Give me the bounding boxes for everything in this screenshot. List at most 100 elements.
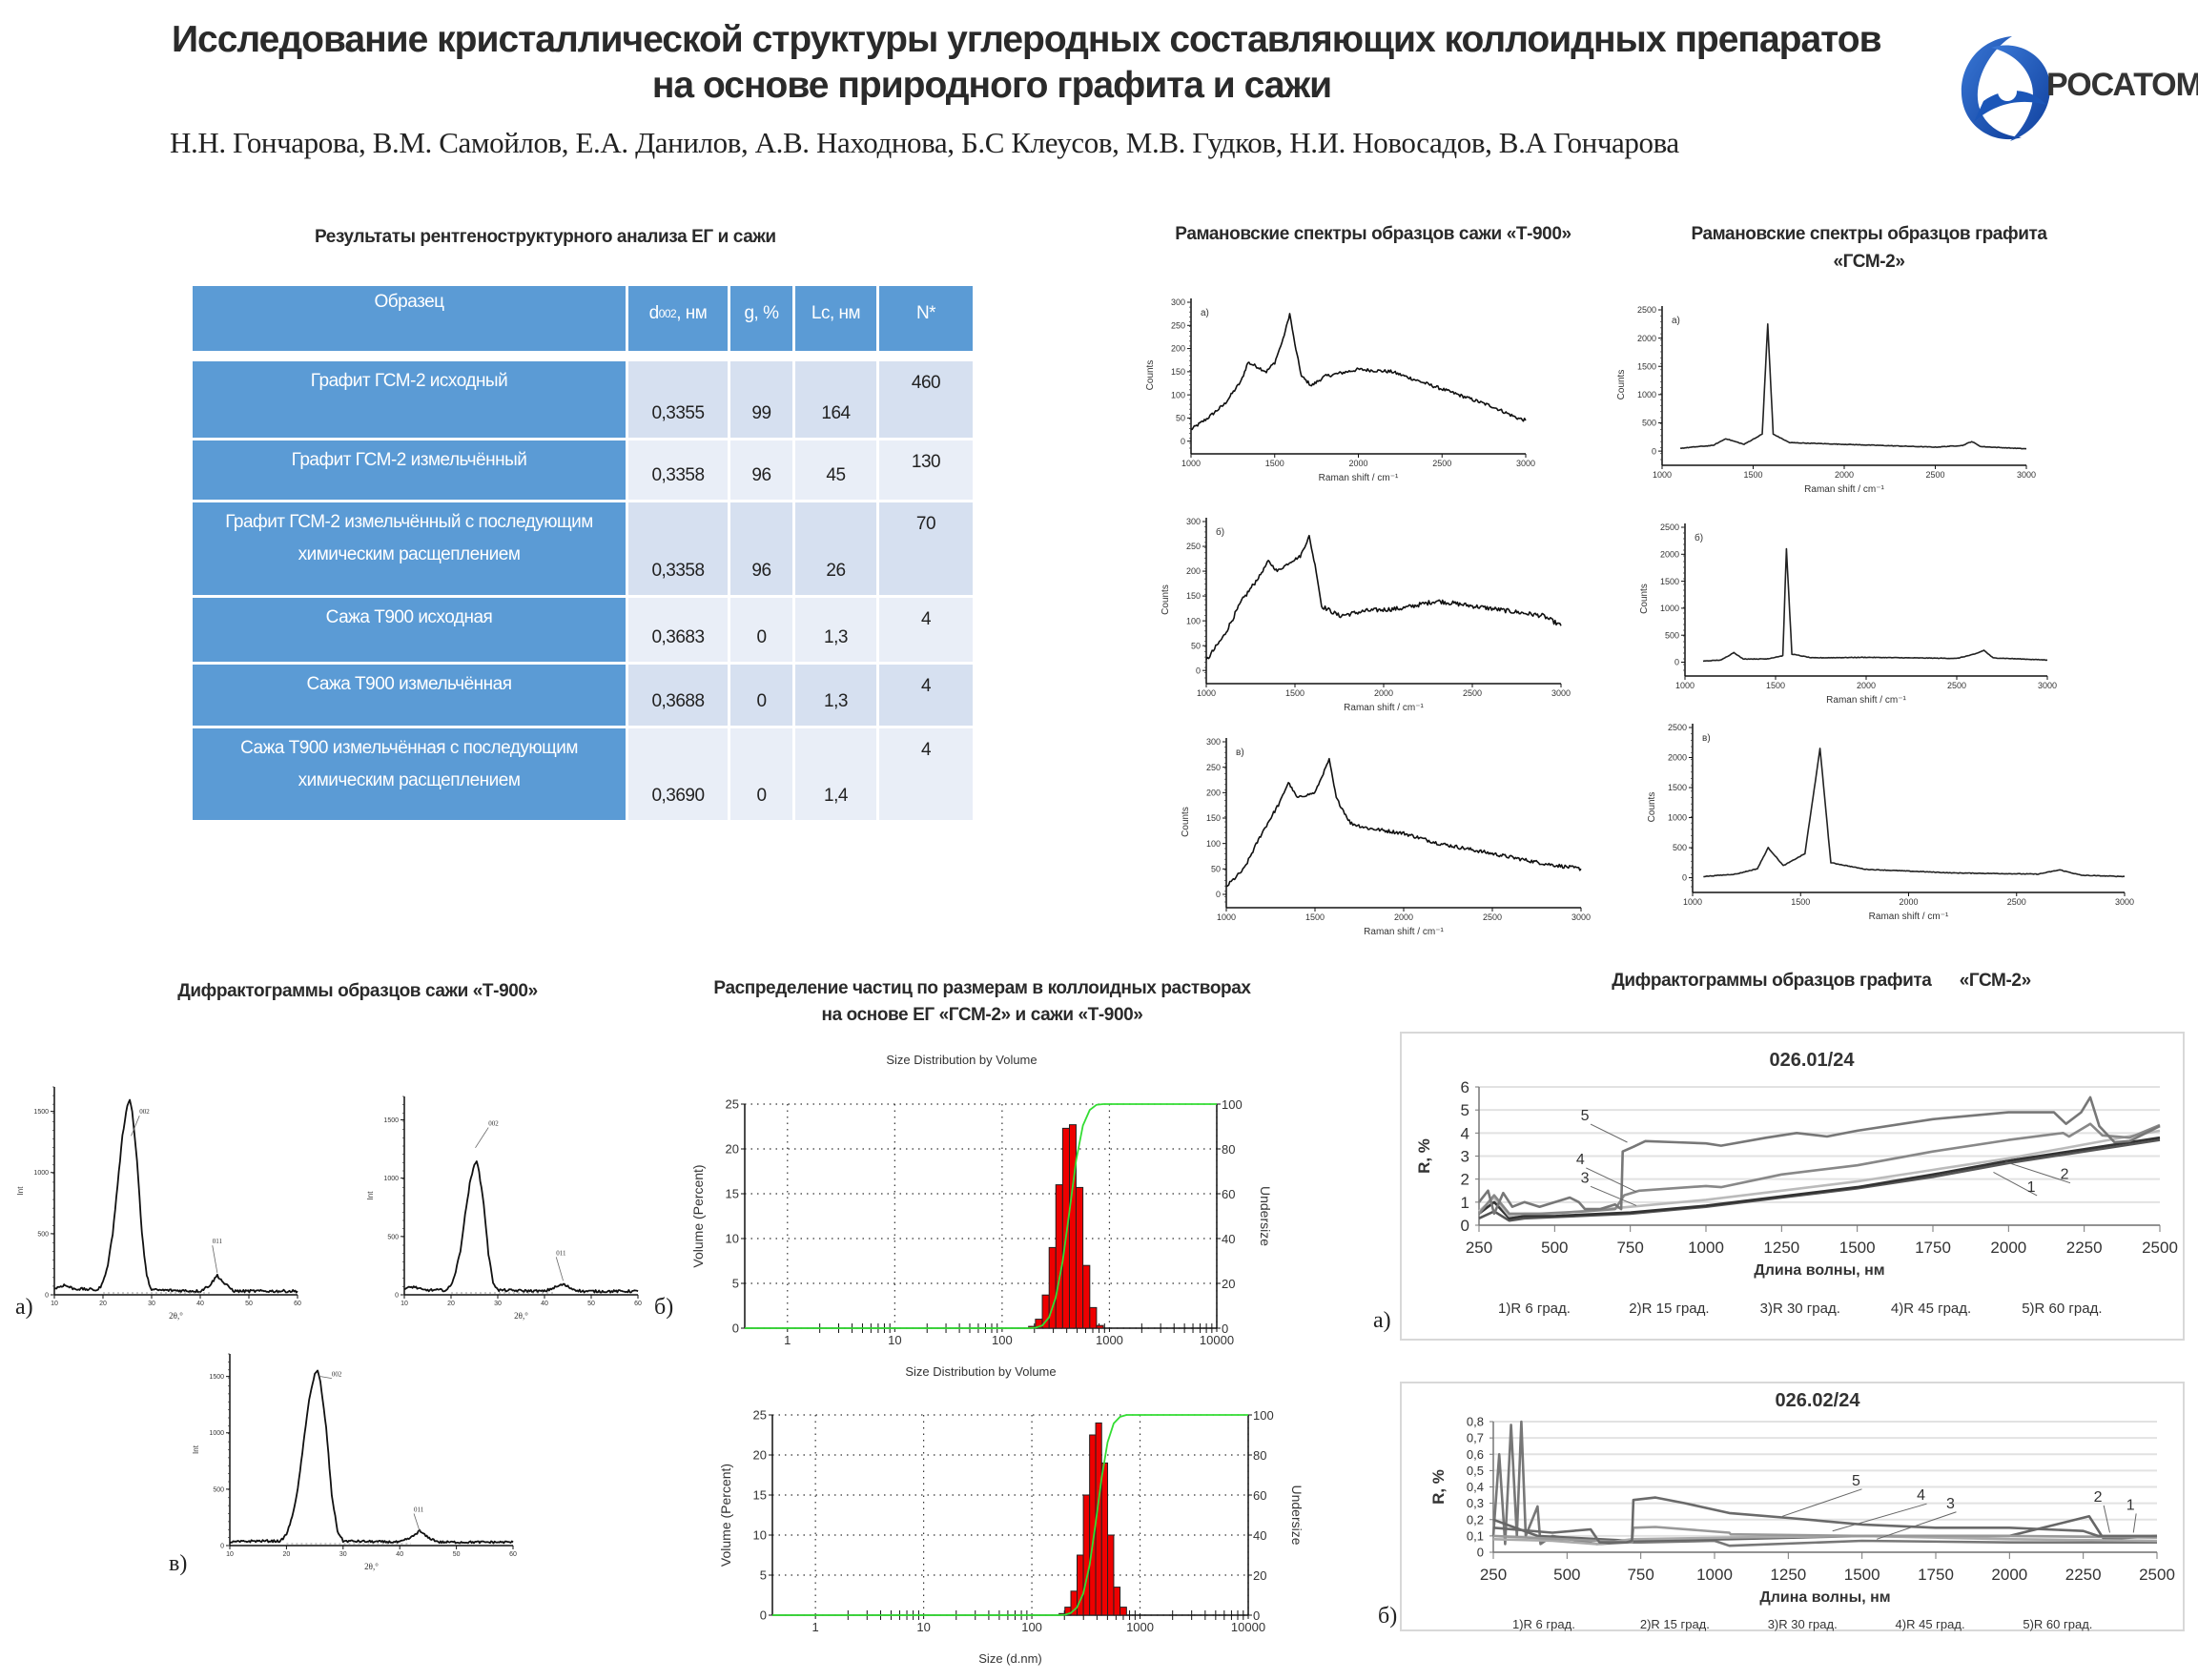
- y-tick-label: 4: [1461, 1124, 1469, 1142]
- x-tick-label: 60: [634, 1301, 642, 1307]
- psd-title-1: Распределение частиц по размерам в колло…: [713, 978, 1251, 998]
- table-cell-lc: 1,3: [795, 665, 876, 726]
- histogram-bar: [1082, 1264, 1091, 1329]
- y-tick-label: 150: [1171, 367, 1185, 377]
- legend-item: 2)R 15 град.: [1629, 1301, 1709, 1317]
- x-axis-label: Raman shift / cm⁻¹: [1364, 927, 1444, 937]
- y2-tick-label: 0: [1222, 1321, 1228, 1336]
- y-tick-label: 300: [1206, 737, 1221, 747]
- rosatom-logo: РОСАТОМ: [1955, 31, 2198, 147]
- annotation-leader: [1832, 1503, 1927, 1532]
- y-axis-label: Counts: [1647, 792, 1657, 823]
- chart-title: Size Distribution by Volume: [886, 1053, 1037, 1067]
- y-tick-label: 15: [726, 1187, 739, 1201]
- x-tick-label: 20: [447, 1301, 455, 1307]
- peak-leader: [413, 1513, 421, 1531]
- authors: Н.Н. Гончарова, В.М. Самойлов, Е.А. Дани…: [170, 126, 1679, 159]
- y-tick-label: 500: [213, 1486, 224, 1493]
- raman-graphite-title-1: Рамановские спектры образцов графита: [1691, 224, 2047, 244]
- y-tick-label: 0,3: [1467, 1496, 1484, 1510]
- y-axis-label: Int: [16, 1186, 25, 1196]
- x-tick-label: 1750: [1915, 1239, 1951, 1257]
- x-tick-label: 250: [1480, 1566, 1507, 1584]
- x-tick-label: 3000: [1551, 688, 1571, 698]
- poster-title-line-1: Исследование кристаллической структуры у…: [172, 19, 1882, 60]
- series-line-1: [1491, 1420, 2157, 1547]
- poster-title-line-2: на основе природного графита и сажи: [651, 65, 1332, 106]
- y-tick-label: 2: [1461, 1171, 1469, 1189]
- histogram-bar: [1089, 1306, 1098, 1329]
- x-tick-label: 100: [1021, 1620, 1042, 1634]
- annotation-label: 1: [2126, 1497, 2135, 1513]
- x-tick-label: 10: [916, 1620, 930, 1634]
- x-axis-label: 2θ,°: [364, 1562, 379, 1571]
- y-tick-label: 5: [1461, 1101, 1469, 1119]
- table-cell-lc: 45: [795, 440, 876, 500]
- legend-item: 5)R 60 град.: [2023, 1617, 2092, 1631]
- table-cell-sample: Графит ГСМ-2 измельчённый: [193, 440, 626, 500]
- peak-label: 011: [414, 1506, 424, 1514]
- x-tick-label: 2000: [1991, 1566, 2027, 1584]
- y2-tick-label: 40: [1222, 1232, 1235, 1246]
- panel-label: а): [1672, 316, 1680, 326]
- series-line-5: [1492, 1496, 2157, 1544]
- peak-label: 002: [332, 1371, 342, 1379]
- y-tick-label: 20: [726, 1142, 739, 1157]
- refl-chart-1-frame: [1400, 1032, 2185, 1341]
- x-tick-label: 40: [196, 1301, 204, 1307]
- y-tick-label: 1: [1461, 1194, 1469, 1212]
- y-tick-label: 300: [1186, 517, 1201, 526]
- histogram-bar: [1082, 1494, 1091, 1616]
- y2-tick-label: 40: [1253, 1528, 1266, 1543]
- series-line-4: [1477, 1122, 2161, 1216]
- y-tick-label: 300: [1171, 297, 1185, 307]
- x-tick-label: 2500: [2139, 1566, 2175, 1584]
- y-tick-label: 0: [1461, 1217, 1469, 1235]
- table-cell-d002: 0,3688: [628, 665, 728, 726]
- y-tick-label: 250: [1206, 763, 1221, 772]
- legend-item: 5)R 60 град.: [2022, 1301, 2102, 1317]
- y-tick-label: 500: [387, 1234, 399, 1240]
- y-axis-label: Int: [366, 1191, 375, 1200]
- histogram-bar: [1113, 1587, 1121, 1616]
- annotation-label: 2: [2061, 1167, 2069, 1183]
- histogram-bar: [1120, 1607, 1127, 1616]
- header-d-unit: , нм: [676, 303, 708, 323]
- series-line-3: [1478, 1129, 2161, 1218]
- x-axis-label: Raman shift / cm⁻¹: [1804, 484, 1884, 495]
- y-tick-label: 0,1: [1467, 1528, 1484, 1543]
- x-tick-label: 2000: [1394, 912, 1413, 922]
- x-axis-label: Raman shift / cm⁻¹: [1344, 703, 1424, 713]
- table-cell-g: 96: [730, 502, 792, 595]
- x-tick-label: 500: [1541, 1239, 1568, 1257]
- series-line-1: [53, 1098, 298, 1294]
- x-tick-label: 1750: [1918, 1566, 1954, 1584]
- x-tick-label: 2250: [2065, 1566, 2102, 1584]
- table-cell-g: 96: [730, 440, 792, 500]
- xrd-soot-title: Дифрактограммы образцов сажи «Т-900»: [177, 981, 538, 1001]
- x-tick-label: 2000: [1374, 688, 1393, 698]
- y2-tick-label: 20: [1253, 1568, 1266, 1583]
- xrd-soot-b-chart: 10 20 30 40 50 60 0 500 1000 1500 2θ,° Int 002 011: [366, 1096, 642, 1321]
- annotation-leader: [1590, 1185, 1637, 1206]
- table-cell-sample: Сажа Т900 измельчённая с последующим хим…: [193, 728, 626, 820]
- x-tick-label: 1000: [1683, 897, 1702, 907]
- raman-soot-title: Рамановские спектры образцов сажи «Т-900…: [1175, 224, 1571, 244]
- legend-item: 1)R 6 град.: [1512, 1617, 1575, 1631]
- y2-tick-label: 20: [1222, 1277, 1235, 1291]
- chart-title: 026.02/24: [1776, 1390, 1861, 1411]
- header-g: g, %: [730, 286, 792, 351]
- y-tick-label: 50: [1191, 641, 1201, 650]
- undersize-curve: [745, 1103, 1217, 1329]
- x-tick-label: 2500: [1483, 912, 1502, 922]
- panel-label-b: б): [1378, 1604, 1398, 1629]
- y-tick-label: 0: [1181, 437, 1185, 446]
- y-tick-label: 200: [1206, 788, 1221, 797]
- raman-graphite-title-2: «ГСМ-2»: [1833, 252, 1905, 272]
- peak-leader: [475, 1127, 489, 1149]
- table-cell-n: 4: [879, 728, 973, 820]
- annotation-label: 1: [2027, 1179, 2036, 1196]
- x-tick-label: 1250: [1770, 1566, 1806, 1584]
- panel-label: б): [1695, 532, 1703, 543]
